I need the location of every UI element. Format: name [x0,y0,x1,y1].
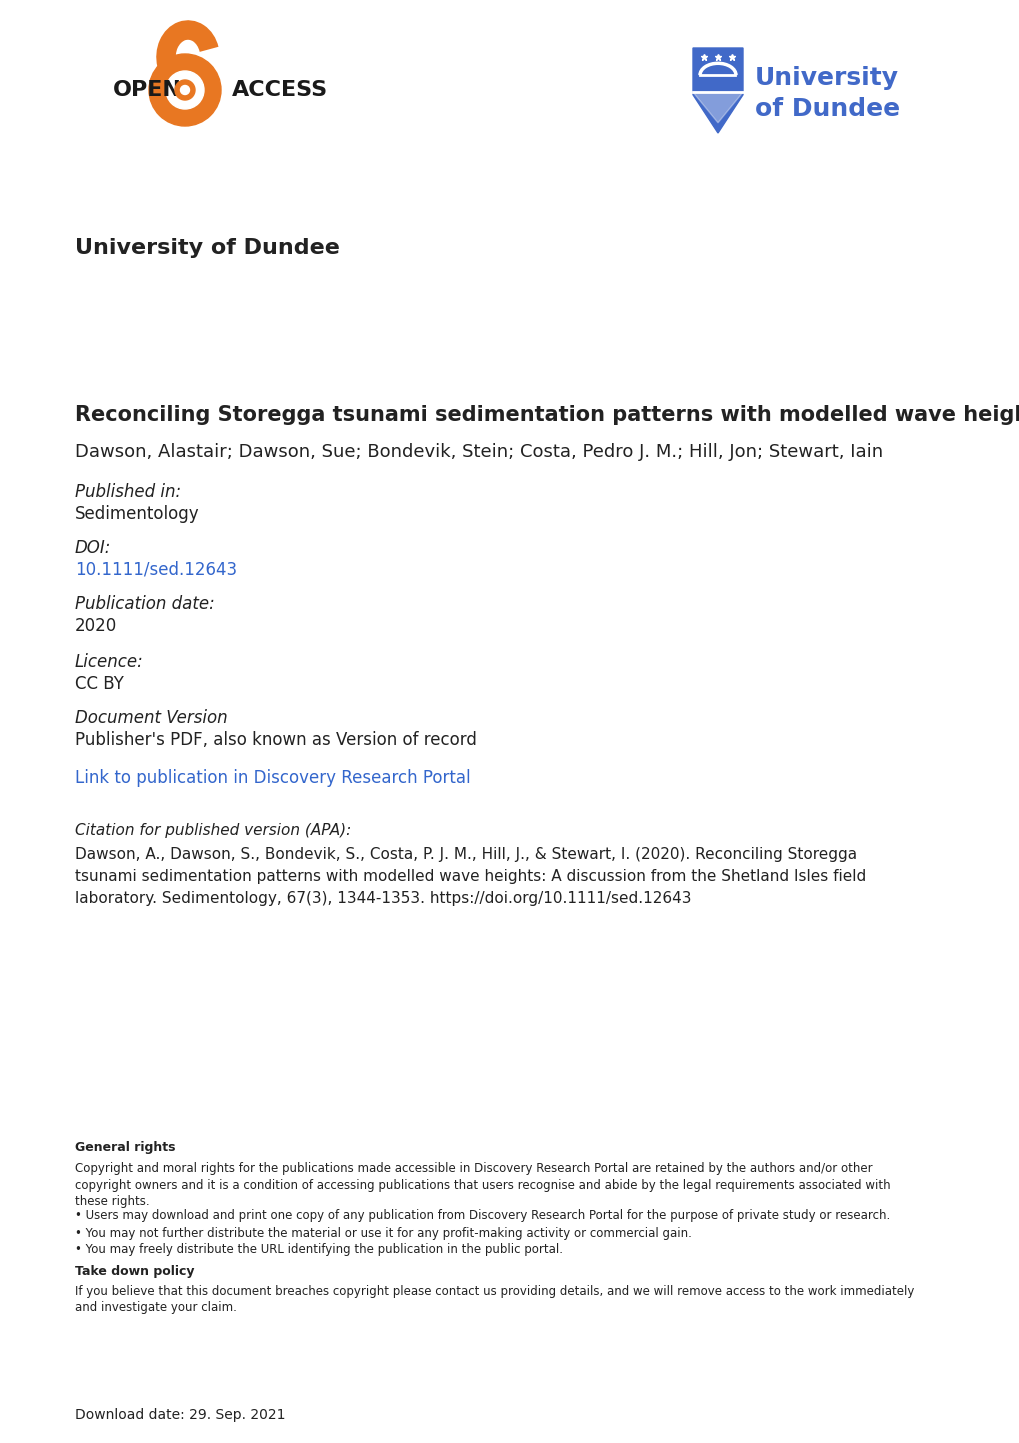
Text: tsunami sedimentation patterns with modelled wave heights: A discussion from the: tsunami sedimentation patterns with mode… [75,869,865,883]
Circle shape [175,79,195,100]
Circle shape [180,85,190,94]
Text: OPEN: OPEN [113,79,181,100]
Text: • You may not further distribute the material or use it for any profit-making ac: • You may not further distribute the mat… [75,1227,691,1240]
Text: laboratory. Sedimentology, 67(3), 1344-1353. https://doi.org/10.1111/sed.12643: laboratory. Sedimentology, 67(3), 1344-1… [75,890,691,906]
Text: CC BY: CC BY [75,675,123,693]
Text: • Users may download and print one copy of any publication from Discovery Resear: • Users may download and print one copy … [75,1209,890,1222]
Text: Document Version: Document Version [75,709,227,727]
Text: Download date: 29. Sep. 2021: Download date: 29. Sep. 2021 [75,1408,285,1421]
Polygon shape [692,92,742,123]
Text: Sedimentology: Sedimentology [75,505,200,522]
Polygon shape [692,48,742,133]
Text: University: University [754,66,898,89]
Text: If you believe that this document breaches copyright please contact us providing: If you believe that this document breach… [75,1286,913,1315]
Text: Publisher's PDF, also known as Version of record: Publisher's PDF, also known as Version o… [75,732,477,749]
Text: of Dundee: of Dundee [754,97,899,121]
Text: DOI:: DOI: [75,540,111,557]
Text: Licence:: Licence: [75,654,144,671]
Text: 10.1111/sed.12643: 10.1111/sed.12643 [75,561,236,579]
Text: Link to publication in Discovery Research Portal: Link to publication in Discovery Researc… [75,769,470,786]
Circle shape [149,53,221,126]
Circle shape [166,71,204,110]
Text: ACCESS: ACCESS [231,79,328,100]
Text: Dawson, Alastair; Dawson, Sue; Bondevik, Stein; Costa, Pedro J. M.; Hill, Jon; S: Dawson, Alastair; Dawson, Sue; Bondevik,… [75,443,882,460]
Text: Dawson, A., Dawson, S., Bondevik, S., Costa, P. J. M., Hill, J., & Stewart, I. (: Dawson, A., Dawson, S., Bondevik, S., Co… [75,847,856,861]
Text: Published in:: Published in: [75,483,181,501]
Text: University of Dundee: University of Dundee [75,238,339,258]
Text: Reconciling Storegga tsunami sedimentation patterns with modelled wave heights: Reconciling Storegga tsunami sedimentati… [75,405,1019,426]
Text: Take down policy: Take down policy [75,1264,195,1277]
Text: General rights: General rights [75,1141,175,1154]
Text: Publication date:: Publication date: [75,595,215,613]
Text: Citation for published version (APA):: Citation for published version (APA): [75,823,351,837]
Text: Copyright and moral rights for the publications made accessible in Discovery Res: Copyright and moral rights for the publi… [75,1162,890,1208]
Text: • You may freely distribute the URL identifying the publication in the public po: • You may freely distribute the URL iden… [75,1244,562,1257]
Text: 2020: 2020 [75,618,117,635]
